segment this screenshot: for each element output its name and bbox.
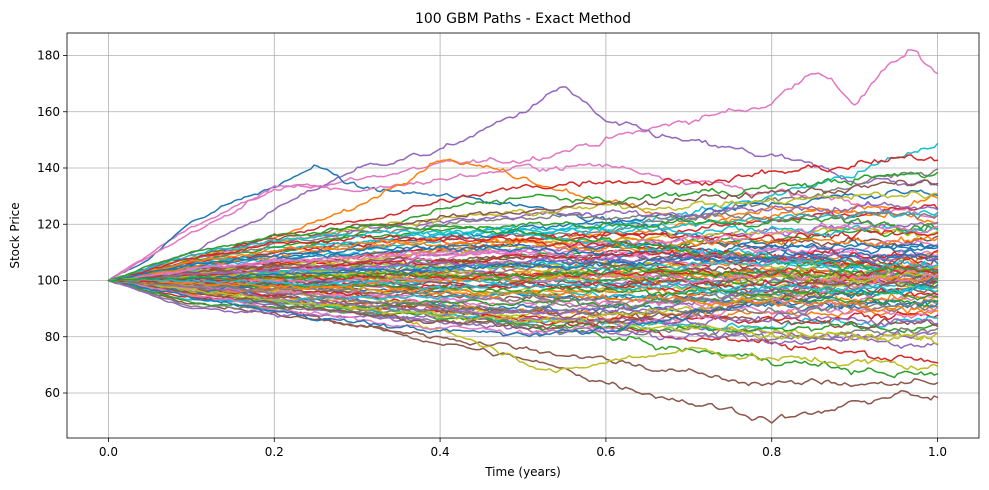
series-group bbox=[107, 49, 939, 424]
y-tick-label: 100 bbox=[37, 274, 60, 288]
gbm-path-2 bbox=[107, 86, 939, 282]
gbm-path-55 bbox=[107, 247, 939, 282]
x-axis-label: Time (years) bbox=[484, 465, 561, 479]
gbm-path-82 bbox=[107, 269, 939, 315]
gbm-path-8 bbox=[107, 279, 939, 388]
gbm-path-19 bbox=[107, 203, 939, 282]
y-tick-label: 160 bbox=[37, 105, 60, 119]
gbm-path-84 bbox=[107, 273, 939, 330]
gbm-path-6 bbox=[107, 142, 939, 282]
gbm-path-69 bbox=[107, 279, 939, 303]
gbm-path-91 bbox=[107, 279, 939, 310]
y-axis-ticks: 60 80 100 120 140 160 180 bbox=[37, 49, 67, 400]
gbm-path-58 bbox=[107, 227, 939, 282]
gbm-path-64 bbox=[107, 179, 939, 282]
gbm-path-79 bbox=[107, 229, 939, 282]
gbm-path-61 bbox=[107, 211, 939, 282]
y-axis-label: Stock Price bbox=[8, 202, 22, 268]
gbm-path-98 bbox=[107, 267, 939, 283]
x-tick-label: 0.4 bbox=[431, 445, 450, 459]
x-tick-label: 0.2 bbox=[265, 445, 284, 459]
chart-title: 100 GBM Paths - Exact Method bbox=[415, 11, 631, 27]
plot-frame bbox=[66, 32, 980, 439]
x-axis-ticks: 0.0 0.2 0.4 0.6 0.8 1.0 bbox=[99, 438, 947, 459]
gbm-path-4 bbox=[107, 162, 939, 282]
gbm-path-60 bbox=[107, 216, 939, 282]
y-tick-label: 80 bbox=[45, 330, 60, 344]
gbm-path-72 bbox=[107, 279, 939, 327]
x-tick-label: 1.0 bbox=[928, 445, 947, 459]
gbm-path-92 bbox=[107, 252, 939, 282]
gbm-path-96 bbox=[107, 251, 939, 282]
y-tick-label: 140 bbox=[37, 161, 60, 175]
x-tick-label: 0.8 bbox=[762, 445, 781, 459]
gbm-path-97 bbox=[107, 279, 939, 315]
gbm-path-14 bbox=[107, 154, 939, 282]
y-tick-label: 60 bbox=[45, 386, 60, 400]
gbm-path-99 bbox=[107, 278, 939, 296]
gbm-path-80 bbox=[107, 223, 939, 282]
gbm-path-100 bbox=[107, 263, 939, 283]
gbm-path-83 bbox=[107, 265, 939, 324]
x-tick-label: 0.0 bbox=[99, 445, 118, 459]
y-tick-label: 180 bbox=[37, 49, 60, 63]
gbm-path-78 bbox=[107, 234, 939, 282]
x-tick-label: 0.6 bbox=[596, 445, 615, 459]
y-tick-label: 120 bbox=[37, 217, 60, 231]
gbm-path-85 bbox=[107, 274, 939, 336]
